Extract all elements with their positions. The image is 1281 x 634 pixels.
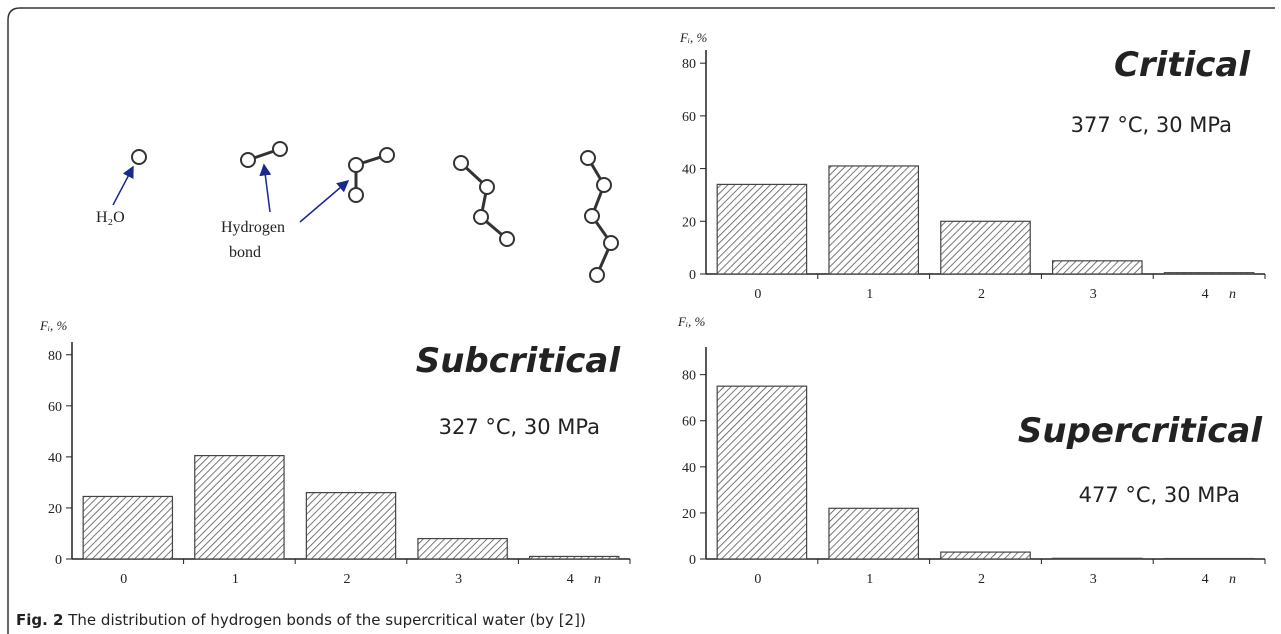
bar [828, 507, 920, 560]
bar [1051, 557, 1143, 560]
x-tick-label: 0 [754, 287, 761, 302]
bar [940, 220, 1031, 275]
chart-subtitle: 477 °C, 30 MPa [1079, 483, 1240, 507]
chart-subtitle: 327 °C, 30 MPa [439, 415, 600, 439]
bar [1163, 272, 1255, 275]
molecule-label: H₂O [96, 209, 125, 226]
x-tick-label: 2 [978, 287, 985, 302]
y-tick-label: 80 [682, 57, 696, 72]
caption: Fig. 2 The distribution of hydrogen bond… [16, 611, 586, 629]
chart-title: Critical [1114, 45, 1251, 85]
y-tick-label: 20 [682, 507, 696, 522]
x-tick-label: 3 [1090, 572, 1097, 587]
caption-text: The distribution of hydrogen bonds of th… [63, 611, 585, 629]
bar [305, 492, 397, 560]
y-tick-label: 0 [689, 553, 696, 568]
x-tick-label: 3 [1090, 287, 1097, 302]
bar [194, 455, 285, 560]
bond-label: Hydrogen [221, 219, 285, 236]
x-tick-label: 1 [232, 572, 239, 587]
chart-subtitle: 377 °C, 30 MPa [1071, 113, 1232, 137]
x-axis-label: n [594, 572, 601, 587]
y-tick-label: 40 [48, 451, 62, 466]
bar [716, 183, 808, 275]
bar [828, 165, 920, 275]
x-tick-label: 4 [567, 572, 574, 587]
y-axis-label: Fᵢ, % [679, 30, 707, 45]
x-tick-label: 4 [1202, 572, 1209, 587]
y-tick-label: 0 [55, 553, 62, 568]
y-tick-label: 60 [682, 110, 696, 125]
bond-label: bond [229, 244, 261, 261]
bar [417, 537, 508, 560]
bar [1163, 557, 1255, 560]
x-tick-label: 4 [1202, 287, 1209, 302]
y-tick-label: 20 [48, 502, 62, 517]
y-tick-label: 40 [682, 163, 696, 178]
bar [940, 551, 1031, 560]
y-tick-label: 80 [48, 349, 62, 364]
x-tick-label: 2 [978, 572, 985, 587]
caption-label: Fig. 2 [16, 611, 63, 629]
y-tick-label: 80 [682, 369, 696, 384]
y-axis-label: Fᵢ, % [677, 314, 705, 329]
bar [528, 555, 620, 560]
x-axis-label: n [1229, 287, 1236, 302]
x-tick-label: 1 [866, 287, 873, 302]
y-axis-label: Fᵢ, % [39, 318, 67, 333]
y-tick-label: 40 [682, 461, 696, 476]
molecule-diagram: H₂O Hydrogen bond [96, 141, 619, 283]
x-axis-label: n [1229, 572, 1236, 587]
y-tick-label: 60 [48, 400, 62, 415]
chart-title: Subcritical [416, 341, 622, 381]
y-tick-label: 60 [682, 415, 696, 430]
chart-title: Supercritical [1018, 411, 1263, 451]
bar [82, 495, 174, 560]
x-tick-label: 0 [120, 572, 127, 587]
y-tick-label: 0 [689, 268, 696, 283]
x-tick-label: 2 [344, 572, 351, 587]
y-tick-label: 20 [682, 215, 696, 230]
x-tick-label: 0 [754, 572, 761, 587]
x-tick-label: 1 [866, 572, 873, 587]
bar [1051, 260, 1143, 275]
frame [7, 7, 1275, 634]
bar [716, 385, 808, 560]
x-tick-label: 3 [455, 572, 462, 587]
